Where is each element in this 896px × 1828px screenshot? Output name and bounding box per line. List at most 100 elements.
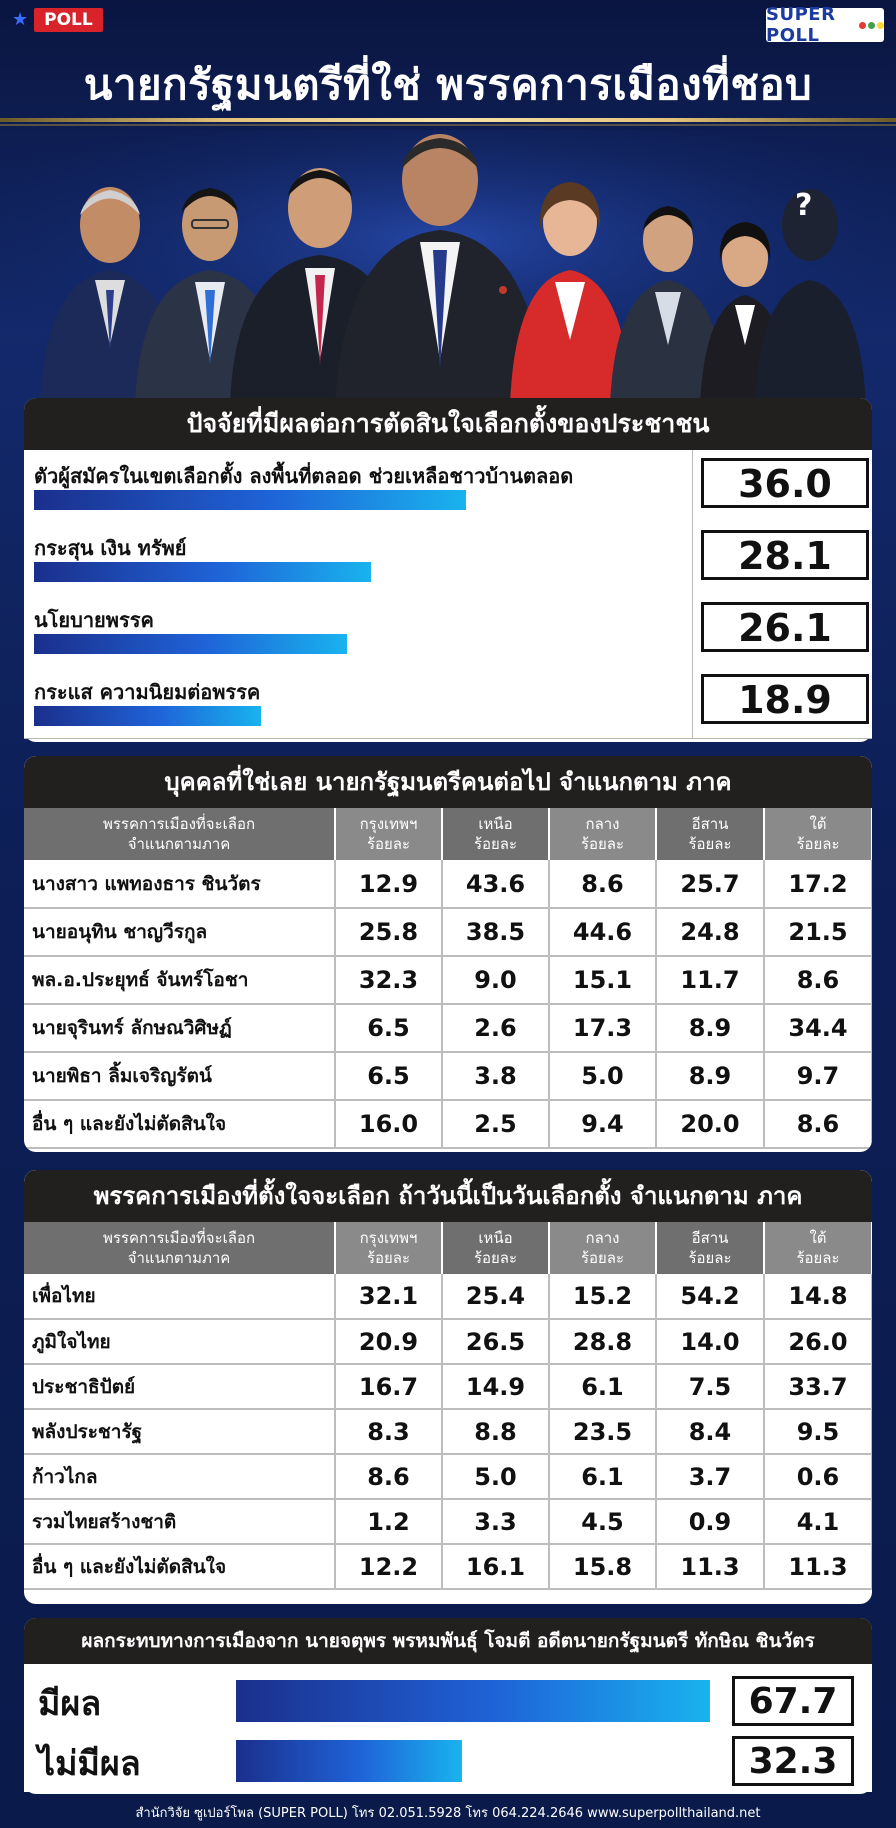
party-region-unit: ร้อยละ: [580, 1249, 625, 1267]
pm-cell: 44.6: [549, 908, 657, 957]
factor-value-cell: 28.1: [692, 522, 873, 594]
pm-cell: 8.9: [656, 1004, 765, 1053]
impact-label: ไม่มีผล: [38, 1744, 141, 1784]
question-mark: ?: [795, 188, 813, 223]
party-cell: 3.7: [656, 1454, 765, 1500]
gold-divider: [0, 118, 896, 122]
pm-region-unit: ร้อยละ: [473, 835, 518, 853]
pm-region-name: กรุงเทพฯ: [359, 815, 418, 833]
pm-row: นางสาว แพทองธาร ชินวัตร 12.9 43.6 8.6 25.7 17…: [24, 860, 872, 909]
party-cell: 54.2: [656, 1274, 765, 1320]
pm-cell: 20.0: [656, 1100, 765, 1149]
pm-cell: 9.0: [442, 956, 550, 1005]
party-cell: 14.0: [656, 1319, 765, 1365]
factor-value-cell: 18.9: [692, 666, 873, 738]
pm-cell: 6.5: [335, 1004, 443, 1053]
pm-cell: 8.6: [764, 1100, 872, 1149]
pm-region-unit: ร้อยละ: [688, 835, 732, 853]
logo-text: SUPER POLL: [766, 4, 836, 46]
factor-value: 28.1: [701, 530, 869, 580]
party-cell: 14.9: [442, 1364, 550, 1410]
pm-cell: 2.5: [442, 1100, 550, 1149]
pm-row: นายพิธา ลิ้มเจริญรัตน์ 6.5 3.8 5.0 8.9 9.7: [24, 1052, 872, 1101]
factor-value: 36.0: [701, 458, 869, 508]
pm-table: พรรคการเมืองที่จะเลือก จำแนกตามภาค กรุงเท…: [24, 808, 872, 1149]
party-panel: พรรคการเมืองที่ตั้งใจจะเลือก ถ้าวันนี้เป…: [24, 1170, 872, 1604]
pm-cell: 25.8: [335, 908, 443, 957]
pm-region-unit: ร้อยละ: [366, 835, 411, 853]
party-head-region: อีสาน ร้อยละ: [656, 1222, 765, 1274]
candidates-photo: ?: [0, 130, 896, 405]
pm-head-label: พรรคการเมืองที่จะเลือก จำแนกตามภาค: [24, 808, 336, 860]
impact-label: มีผล: [38, 1684, 102, 1724]
party-cell: 32.1: [335, 1274, 443, 1320]
pm-cell: 6.5: [335, 1052, 443, 1101]
party-cell: 0.9: [656, 1499, 765, 1545]
pm-cell: 9.7: [764, 1052, 872, 1101]
party-cell: 23.5: [549, 1409, 657, 1455]
impact-title: ผลกระทบทางการเมืองจาก นายจตุพร พรหมพันธุ…: [24, 1618, 872, 1664]
poll-badge: ★ POLL: [12, 8, 103, 32]
person-4: [335, 134, 545, 405]
factor-bar: [34, 490, 466, 510]
pm-row-label: อื่น ๆ และยังไม่ตัดสินใจ: [24, 1100, 336, 1149]
footer-contact: สำนักวิจัย ซูเปอร์โพล (SUPER POLL) โทร 0…: [135, 1806, 761, 1821]
party-cell: 33.7: [764, 1364, 872, 1410]
factor-label: นโยบายพรรค: [34, 608, 154, 632]
impact-row: มีผล 67.7: [24, 1670, 872, 1732]
pm-row-label: นายพิธา ลิ้มเจริญรัตน์: [24, 1052, 336, 1101]
pm-head-label-1: พรรคการเมืองที่จะเลือก: [102, 815, 256, 833]
party-head-label-1: พรรคการเมืองที่จะเลือก: [102, 1229, 256, 1247]
party-region-unit: ร้อยละ: [473, 1249, 518, 1267]
pm-cell: 21.5: [764, 908, 872, 957]
mystery-person: [755, 189, 866, 405]
factors-panel: ปัจจัยที่มีผลต่อการตัดสินใจเลือกตั้งของป…: [24, 398, 872, 742]
person-5: [510, 182, 632, 405]
party-cell: 8.8: [442, 1409, 550, 1455]
factor-value: 18.9: [701, 674, 869, 724]
header: ★ POLL SUPER POLL นายกรัฐมนตรีที่ใช่ พรร…: [0, 0, 896, 128]
party-region-unit: ร้อยละ: [796, 1249, 840, 1267]
impact-bar: [236, 1740, 463, 1782]
pm-head-region: กรุงเทพฯร้อยละ: [335, 808, 443, 860]
pm-table-title: บุคคลที่ใช่เลย นายกรัฐมนตรีคนต่อไป จำแนก…: [24, 756, 872, 808]
pm-cell: 12.9: [335, 860, 443, 909]
pm-cell: 15.1: [549, 956, 657, 1005]
party-cell: 16.7: [335, 1364, 443, 1410]
gold-divider-thin: [0, 124, 896, 126]
pm-row-label: พล.อ.ประยุทธ์ จันทร์โอชา: [24, 956, 336, 1005]
party-head-region: เหนือ ร้อยละ: [442, 1222, 550, 1274]
party-row-label: ภูมิใจไทย: [24, 1319, 336, 1365]
party-head-label: พรรคการเมืองที่จะเลือก จำแนกตามภาค: [24, 1222, 336, 1274]
party-row: ภูมิใจไทย 20.9 26.5 28.8 14.0 26.0: [24, 1319, 872, 1365]
pm-cell: 11.7: [656, 956, 765, 1005]
pm-cell: 8.6: [549, 860, 657, 909]
candidates-illustration: [0, 130, 896, 405]
party-cell: 15.2: [549, 1274, 657, 1320]
page-title: นายกรัฐมนตรีที่ใช่ พรรคการเมืองที่ชอบ: [83, 60, 813, 109]
pm-region-name: เหนือ: [478, 815, 513, 833]
party-row: ก้าวไกล 8.6 5.0 6.1 3.7 0.6: [24, 1454, 872, 1500]
pm-cell: 3.8: [442, 1052, 550, 1101]
party-cell: 0.6: [764, 1454, 872, 1500]
impact-row: ไม่มีผล 32.3: [24, 1730, 872, 1792]
factor-row: กระสุน เงิน ทรัพย์ 28.1: [24, 522, 872, 595]
pm-region-name: กลาง: [585, 815, 620, 833]
pm-cell: 8.9: [656, 1052, 765, 1101]
pm-cell: 2.6: [442, 1004, 550, 1053]
party-cell: 8.6: [335, 1454, 443, 1500]
party-cell: 7.5: [656, 1364, 765, 1410]
party-table-title: พรรคการเมืองที่ตั้งใจจะเลือก ถ้าวันนี้เป…: [24, 1170, 872, 1222]
party-cell: 26.5: [442, 1319, 550, 1365]
pm-region-unit: ร้อยละ: [796, 835, 840, 853]
poll-tag: POLL: [34, 8, 103, 32]
pm-head-region: เหนือร้อยละ: [442, 808, 550, 860]
party-head-region: กลาง ร้อยละ: [549, 1222, 657, 1274]
pm-panel: บุคคลที่ใช่เลย นายกรัฐมนตรีคนต่อไป จำแนก…: [24, 756, 872, 1152]
party-cell: 28.8: [549, 1319, 657, 1365]
factors-title: ปัจจัยที่มีผลต่อการตัดสินใจเลือกตั้งของป…: [24, 398, 872, 450]
pm-cell: 34.4: [764, 1004, 872, 1053]
pm-row: นายจุรินทร์ ลักษณวิศิษฏ์ 6.5 2.6 17.3 8.9 34.…: [24, 1004, 872, 1053]
pm-cell: 8.6: [764, 956, 872, 1005]
pm-cell: 17.2: [764, 860, 872, 909]
